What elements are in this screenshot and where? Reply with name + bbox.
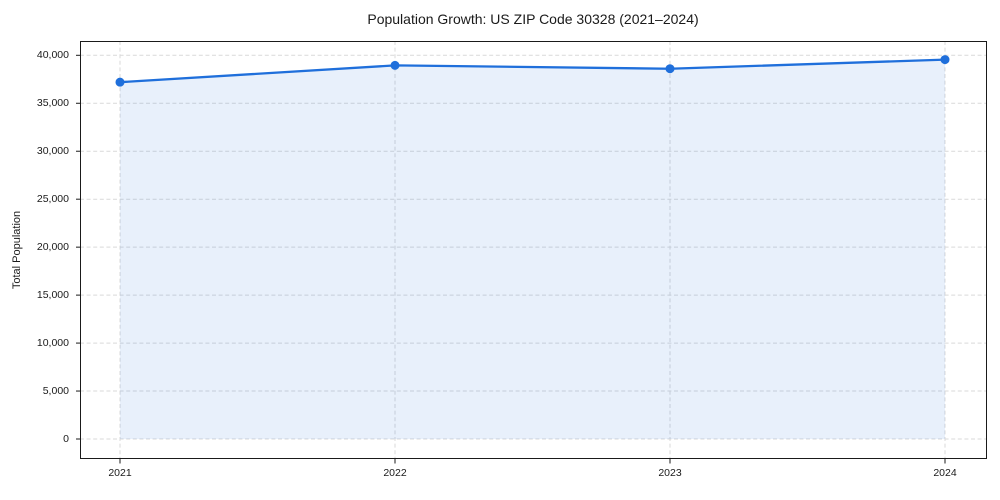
y-tick-label: 40,000: [36, 48, 69, 61]
y-tick-label: 30,000: [36, 144, 69, 157]
y-tick-label: 20,000: [36, 240, 69, 253]
data-point-marker: [115, 77, 125, 87]
y-tick-label: 15,000: [36, 288, 69, 301]
y-tick-label: 25,000: [36, 192, 69, 205]
series-line: [118, 58, 947, 84]
x-tick-label: 2021: [108, 467, 132, 479]
y-tick-label: 10,000: [36, 336, 69, 349]
x-tick-label: 2022: [383, 467, 407, 479]
area-fill: [120, 59, 945, 439]
y-tick-label: 0: [63, 432, 69, 445]
plot-border: [80, 41, 987, 459]
chart-title: Population Growth: US ZIP Code 30328 (20…: [367, 11, 699, 27]
x-tick-label: 2023: [658, 467, 682, 479]
x-tick-label: 2024: [933, 467, 957, 479]
y-tick-label: 5,000: [42, 384, 69, 397]
data-point-marker: [665, 64, 675, 74]
y-tick-label: 35,000: [36, 96, 69, 109]
data-point-marker: [940, 55, 950, 65]
data-point-marker: [390, 60, 400, 70]
